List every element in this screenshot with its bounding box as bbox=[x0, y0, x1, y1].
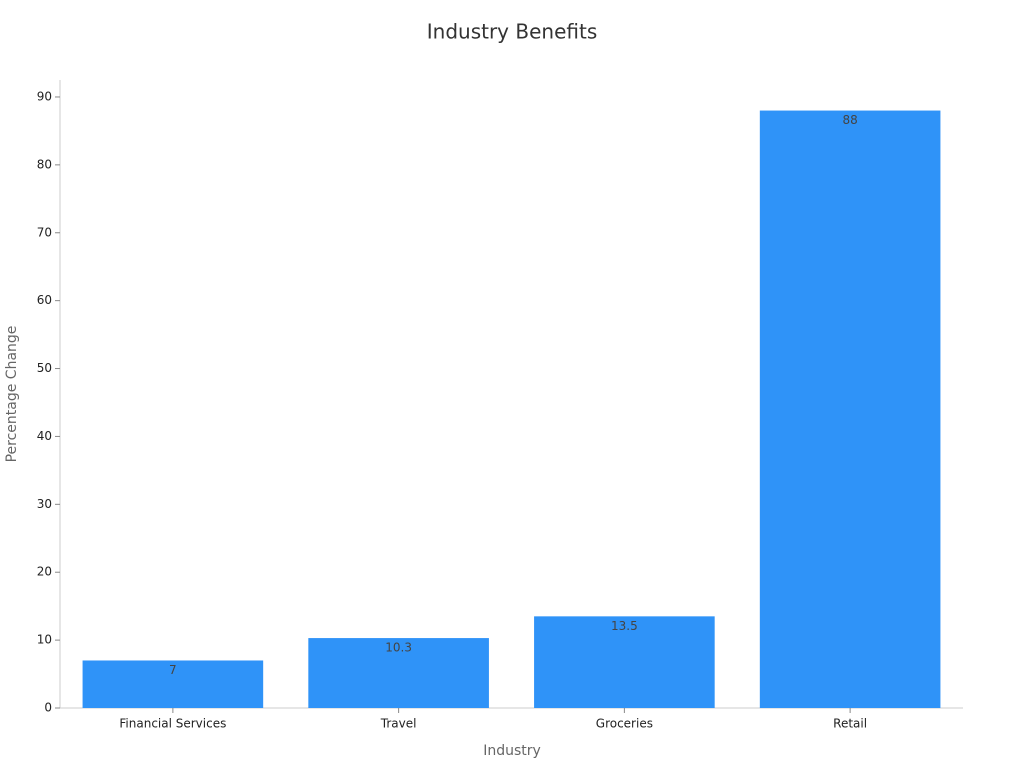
value-label: 88 bbox=[842, 113, 857, 127]
x-tick-label: Retail bbox=[833, 717, 867, 731]
x-axis-title: Industry bbox=[483, 743, 541, 759]
y-tick-label: 30 bbox=[37, 497, 52, 511]
value-label: 10.3 bbox=[385, 641, 412, 655]
bar bbox=[534, 616, 715, 708]
bar bbox=[308, 638, 489, 708]
y-tick-label: 0 bbox=[44, 701, 52, 715]
y-axis-title: Percentage Change bbox=[4, 326, 20, 463]
y-tick-label: 10 bbox=[37, 633, 52, 647]
bar bbox=[759, 110, 941, 709]
x-tick-label: Travel bbox=[380, 717, 417, 731]
y-tick-label: 90 bbox=[37, 89, 52, 103]
y-tick-label: 80 bbox=[37, 157, 52, 171]
y-tick-label: 60 bbox=[37, 293, 52, 307]
y-tick-label: 20 bbox=[37, 565, 52, 579]
y-tick-label: 50 bbox=[37, 361, 52, 375]
value-label: 7 bbox=[169, 663, 177, 677]
chart-title: Industry Benefits bbox=[427, 20, 598, 44]
y-tick-label: 40 bbox=[37, 429, 52, 443]
value-label: 13.5 bbox=[611, 619, 638, 633]
x-tick-label: Groceries bbox=[596, 717, 653, 731]
bar bbox=[82, 660, 264, 708]
y-tick-label: 70 bbox=[37, 225, 52, 239]
x-tick-label: Financial Services bbox=[119, 717, 226, 731]
